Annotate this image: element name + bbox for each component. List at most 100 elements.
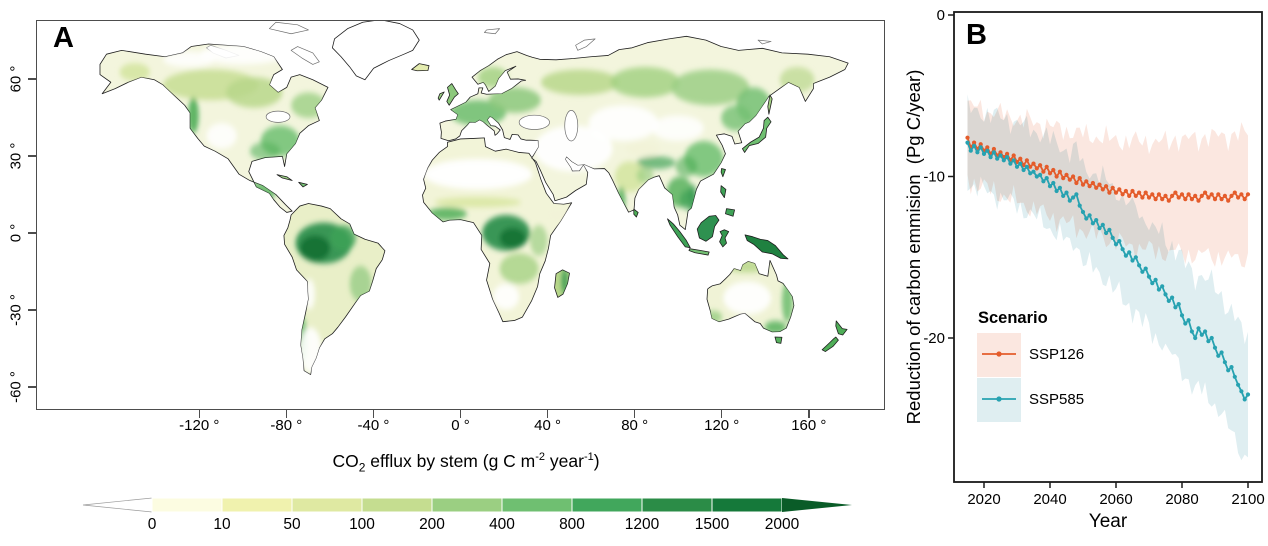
cuba (277, 175, 292, 181)
sumatra (667, 219, 690, 248)
data-point-SSP126 (1173, 190, 1178, 195)
data-point-SSP126 (1183, 197, 1188, 202)
data-point-SSP585 (1113, 242, 1119, 247)
data-point-SSP126 (1170, 193, 1175, 198)
data-point-SSP585 (1245, 392, 1251, 397)
data-point-SSP126 (1229, 193, 1234, 198)
data-point-SSP126 (1054, 174, 1059, 179)
y-tick-label: -20 (923, 330, 945, 347)
data-point-SSP585 (1153, 277, 1158, 282)
data-point-SSP585 (1084, 216, 1089, 221)
x-axis-title: Year (1089, 511, 1128, 532)
legend: Scenario SSP126 SSP585 (977, 309, 1084, 422)
data-point-SSP126 (1047, 171, 1053, 176)
data-point-SSP585 (1186, 318, 1191, 323)
data-point-SSP585 (1236, 382, 1241, 387)
colorbar-segment (221, 497, 293, 513)
data-point-SSP126 (1146, 195, 1152, 200)
colorbar (82, 497, 852, 513)
data-point-SSP585 (1163, 292, 1168, 297)
colorbar-title-pre: CO (332, 451, 359, 471)
data-point-SSP126 (1239, 192, 1244, 197)
luzon (721, 186, 726, 198)
data-point-SSP585 (1156, 287, 1161, 292)
colorbar-segment (571, 497, 643, 513)
ribbons (967, 94, 1248, 461)
legend-label-SSP126: SSP126 (1029, 346, 1084, 363)
y-axis-title: Reduction of carbon emmision (Pg C/year) (903, 70, 924, 425)
data-point-SSP126 (1219, 197, 1224, 202)
data-point-SSP585 (1206, 339, 1211, 344)
data-point-SSP126 (1212, 197, 1218, 202)
data-point-SSP585 (1100, 222, 1105, 227)
map-x-tick (720, 410, 723, 418)
data-point-SSP585 (1133, 255, 1138, 260)
data-point-SSP126 (1242, 197, 1247, 202)
colorbar-tick-label: 10 (213, 516, 231, 533)
data-point-SSP126 (1094, 185, 1099, 190)
data-point-SSP126 (1143, 190, 1148, 195)
data-point-SSP585 (1226, 368, 1231, 373)
data-point-SSP585 (1097, 226, 1102, 231)
great-lakes (266, 111, 290, 122)
great-britain (447, 84, 459, 106)
data-point-SSP585 (1031, 169, 1036, 174)
novaya-zemlya (576, 39, 596, 50)
black-sea (519, 115, 549, 129)
taiwan (721, 169, 725, 177)
iceland (412, 64, 429, 71)
data-point-SSP126 (1028, 164, 1033, 169)
data-point-SSP126 (1034, 166, 1039, 171)
data-point-SSP126 (1067, 177, 1072, 182)
data-point-SSP126 (1232, 190, 1237, 195)
data-point-SSP126 (1077, 176, 1082, 181)
map-y-tick-label: 0 ° (7, 223, 25, 243)
map-x-tick-label: 120 ° (704, 417, 740, 434)
map-x-tick (808, 410, 810, 418)
data-point-SSP126 (1133, 193, 1138, 198)
data-point-SSP585 (1137, 263, 1142, 268)
y-tick-label: -10 (923, 169, 945, 186)
data-point-SSP585 (1038, 172, 1043, 177)
map-x-tick-label: -40 ° (357, 417, 390, 434)
data-point-SSP126 (1051, 167, 1056, 173)
data-point-SSP126 (1160, 197, 1165, 202)
data-point-SSP126 (1011, 153, 1016, 158)
colorbar-title: CO2 efflux by stem (g C m-2 year-1) (36, 451, 896, 475)
data-point-SSP585 (1001, 158, 1006, 163)
colorbar-tick-label: 800 (559, 516, 585, 533)
sri-lanka (634, 209, 638, 217)
data-point-SSP585 (985, 148, 990, 153)
java (689, 249, 709, 255)
data-point-SSP585 (1160, 284, 1165, 289)
data-point-SSP585 (1166, 298, 1171, 303)
data-point-SSP585 (1008, 161, 1013, 166)
data-point-SSP126 (1024, 158, 1029, 163)
data-point-SSP126 (1150, 192, 1155, 197)
data-point-SSP585 (1140, 269, 1145, 274)
map-x-tick (546, 410, 549, 418)
svalbard (484, 29, 499, 34)
data-point-SSP585 (1021, 167, 1026, 173)
data-point-SSP126 (1206, 195, 1211, 200)
data-point-SSP126 (998, 150, 1003, 155)
colorbar-over-arrow (782, 498, 852, 512)
map-y-tick (28, 155, 36, 157)
data-point-SSP585 (995, 156, 1000, 161)
colorbar-tick-label: 50 (283, 516, 301, 533)
data-point-SSP585 (1110, 235, 1115, 240)
data-point-SSP585 (1061, 193, 1066, 198)
data-point-SSP126 (1090, 180, 1095, 186)
data-point-SSP126 (1113, 190, 1119, 195)
data-point-SSP126 (1140, 195, 1145, 200)
colorbar-segment (361, 497, 433, 513)
data-point-SSP126 (1100, 187, 1105, 192)
data-point-SSP585 (1074, 192, 1079, 197)
data-point-SSP585 (998, 153, 1003, 158)
data-point-SSP585 (1170, 295, 1175, 300)
ireland (438, 92, 444, 100)
data-point-SSP126 (1107, 190, 1112, 195)
data-point-SSP126 (972, 140, 977, 145)
series-lines (965, 135, 1251, 402)
data-point-SSP126 (1176, 195, 1181, 200)
